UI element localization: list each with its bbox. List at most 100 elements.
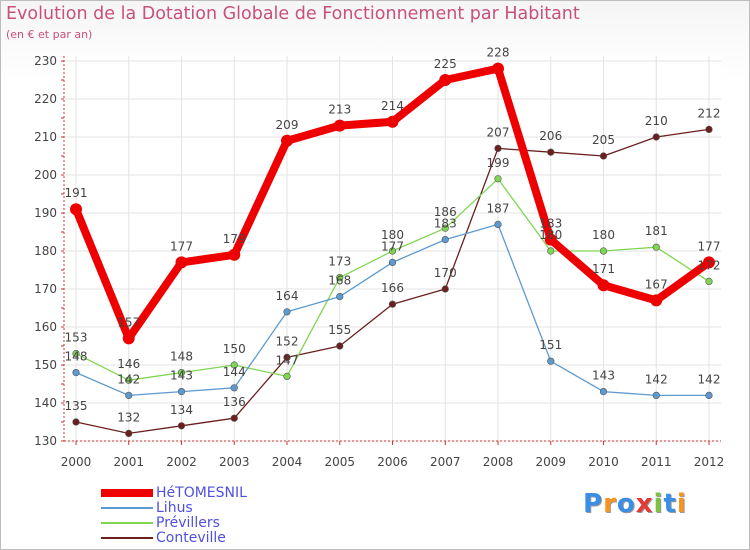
data-point [705,391,713,400]
data-point [70,203,82,216]
data-point [597,279,610,292]
data-point [439,74,452,86]
x-tick-label: 2012 [694,455,725,469]
logo-letter: o [616,489,636,519]
data-point [494,220,502,228]
data-label: 166 [381,281,404,295]
data-point [599,247,608,255]
x-tick-label: 2007 [430,455,461,469]
data-point [283,353,291,362]
data-point [72,350,80,358]
data-point [441,224,449,232]
data-label: 179 [223,232,246,246]
data-point [441,236,449,244]
legend-label: Conteville [156,530,226,546]
data-point [281,134,293,147]
data-label: 136 [223,395,246,409]
data-point [230,361,238,369]
y-tick-label: 160 [34,320,57,334]
data-point [283,372,291,381]
data-label: 206 [539,129,562,143]
data-point [599,388,608,396]
data-label: 180 [592,228,615,242]
data-point [544,233,557,246]
y-tick-label: 200 [34,168,57,182]
data-point [386,115,399,128]
data-point [336,274,344,282]
data-label: 148 [65,350,88,364]
y-tick-label: 150 [34,358,57,372]
data-label: 199 [487,156,510,170]
legend-label: Prévillers [156,515,220,531]
data-point [703,256,715,269]
data-point [652,243,660,251]
data-point [652,391,660,400]
data-point [230,384,238,392]
data-label: 144 [223,365,246,379]
data-label: 180 [539,228,562,242]
data-label: 157 [117,315,140,329]
data-label: 135 [65,399,88,413]
logo-letter: i [653,489,664,519]
logo-letter: x [635,489,654,519]
data-label: 155 [328,323,351,337]
data-point [441,285,449,293]
data-point [228,248,241,261]
data-point [705,125,713,133]
y-tick-label: 230 [34,54,57,68]
data-point [336,342,344,350]
data-label: 213 [328,103,351,117]
data-point [230,414,238,422]
data-point [177,422,186,430]
data-label: 146 [117,357,140,371]
data-point [388,258,397,267]
data-label: 177 [170,239,193,253]
data-point [650,294,663,307]
data-label: 172 [698,258,721,272]
data-point [125,376,133,384]
data-point [705,277,713,286]
data-label: 210 [645,114,668,128]
data-point [177,369,186,377]
data-point [333,119,346,132]
data-label: 181 [645,224,668,238]
data-label: 173 [328,255,351,269]
data-point [177,388,186,396]
data-point [599,152,608,160]
data-label: 209 [276,118,299,132]
data-point [494,144,502,152]
x-tick-label: 2003 [219,455,250,469]
data-point [72,369,80,377]
data-label: 164 [276,289,299,303]
data-label: 171 [592,262,615,276]
data-label: 150 [223,342,246,356]
legend-swatch [101,489,153,497]
y-tick-label: 170 [34,282,57,296]
data-point [175,256,188,269]
data-point [547,247,555,255]
x-tick-label: 2009 [535,455,566,469]
logo-letter: i [676,489,687,519]
data-label: 228 [487,46,510,60]
x-tick-label: 2001 [113,455,144,469]
data-point [652,133,660,141]
data-point [72,418,80,426]
data-label: 168 [328,274,351,288]
data-point [492,62,504,75]
data-label: 191 [65,186,88,200]
data-point [494,175,502,183]
data-point [388,300,397,308]
x-tick-label: 2006 [377,455,408,469]
data-label: 183 [434,217,457,231]
y-tick-label: 210 [34,130,57,144]
logo-letter: P [583,489,604,519]
data-label: 148 [170,350,193,364]
legend-label: HéTOMESNIL [156,485,247,501]
legend-label: Lihus [156,500,193,516]
y-tick-label: 220 [34,92,57,106]
logo-letter: r [603,489,617,519]
y-tick-label: 180 [34,244,57,258]
data-label: 142 [645,372,668,386]
y-tick-label: 190 [34,206,57,220]
